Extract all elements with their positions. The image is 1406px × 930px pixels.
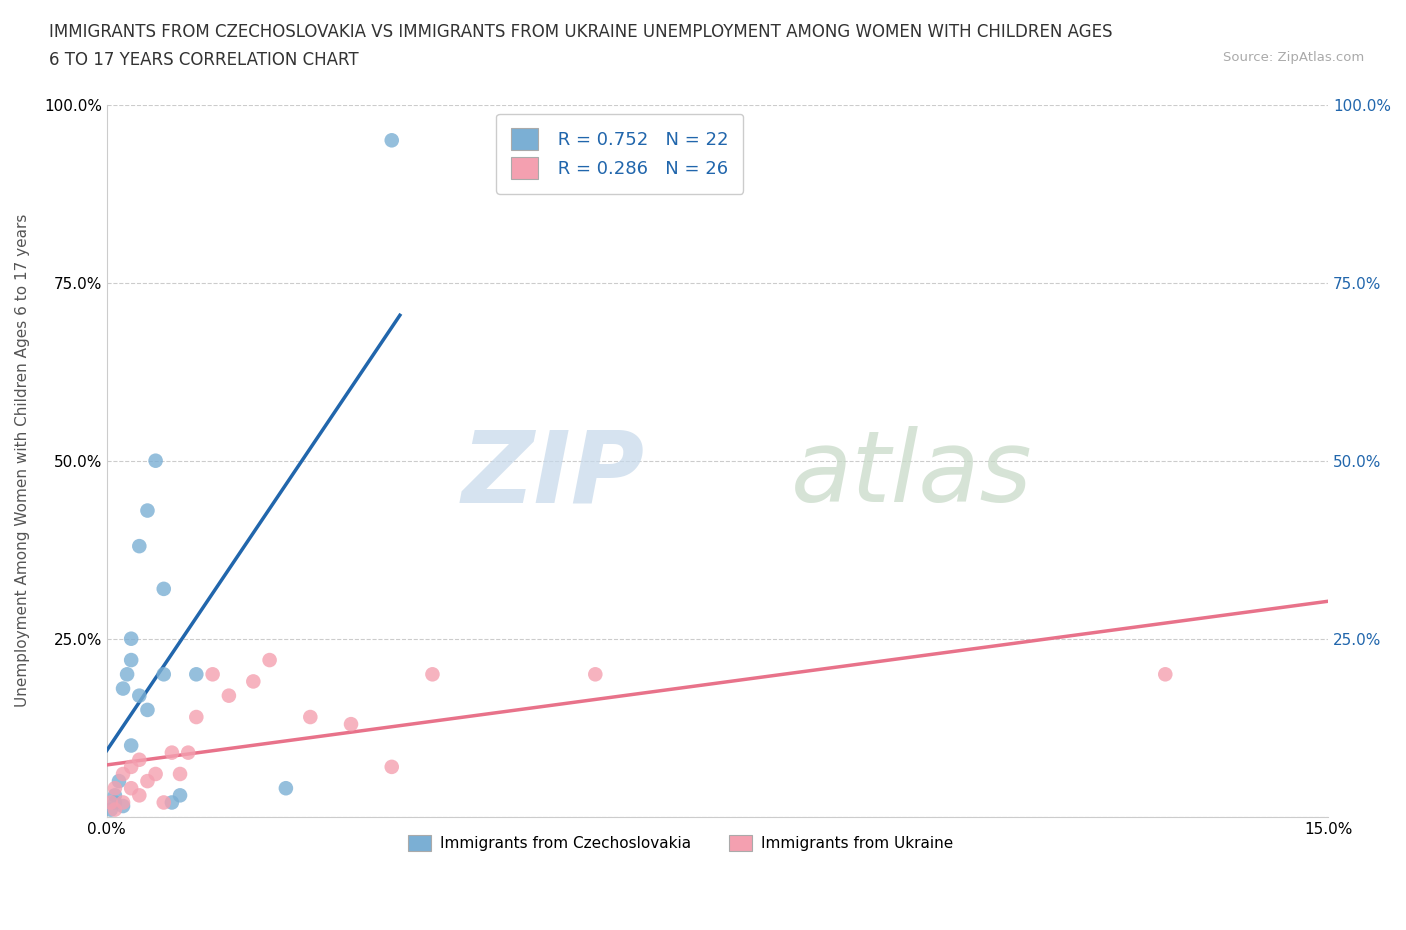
Point	[108, 774, 131, 789]
Point	[112, 766, 135, 781]
Point	[186, 667, 208, 682]
Point	[422, 667, 444, 682]
Point	[104, 781, 127, 796]
Point	[583, 667, 606, 682]
Point	[299, 710, 322, 724]
Point	[152, 667, 174, 682]
Text: 6 TO 17 YEARS CORRELATION CHART: 6 TO 17 YEARS CORRELATION CHART	[49, 51, 359, 69]
Point	[160, 795, 183, 810]
Point	[136, 702, 159, 717]
Point	[340, 717, 363, 732]
Point	[100, 803, 122, 817]
Point	[186, 710, 208, 724]
Point	[120, 653, 142, 668]
Point	[177, 745, 200, 760]
Point	[145, 453, 167, 468]
Point	[100, 795, 122, 810]
Point	[169, 788, 191, 803]
Text: IMMIGRANTS FROM CZECHOSLOVAKIA VS IMMIGRANTS FROM UKRAINE UNEMPLOYMENT AMONG WOM: IMMIGRANTS FROM CZECHOSLOVAKIA VS IMMIGR…	[49, 23, 1112, 41]
Point	[112, 799, 135, 814]
Point	[104, 788, 127, 803]
Point	[160, 745, 183, 760]
Text: Source: ZipAtlas.com: Source: ZipAtlas.com	[1223, 51, 1364, 64]
Text: ZIP: ZIP	[461, 427, 644, 524]
Point	[120, 760, 142, 775]
Point	[104, 795, 127, 810]
Point	[169, 766, 191, 781]
Legend: Immigrants from Czechoslovakia, Immigrants from Ukraine: Immigrants from Czechoslovakia, Immigran…	[401, 828, 962, 859]
Point	[112, 795, 135, 810]
Point	[381, 760, 404, 775]
Point	[1154, 667, 1177, 682]
Point	[128, 688, 150, 703]
Point	[274, 781, 297, 796]
Point	[128, 788, 150, 803]
Point	[104, 803, 127, 817]
Point	[381, 133, 404, 148]
Text: atlas: atlas	[790, 427, 1032, 524]
Point	[218, 688, 240, 703]
Point	[128, 752, 150, 767]
Point	[136, 503, 159, 518]
Point	[145, 766, 167, 781]
Point	[120, 631, 142, 646]
Point	[112, 681, 135, 696]
Point	[201, 667, 224, 682]
Point	[120, 738, 142, 753]
Y-axis label: Unemployment Among Women with Children Ages 6 to 17 years: Unemployment Among Women with Children A…	[15, 214, 30, 708]
Point	[136, 774, 159, 789]
Point	[128, 538, 150, 553]
Point	[115, 667, 138, 682]
Point	[152, 581, 174, 596]
Point	[120, 781, 142, 796]
Point	[242, 674, 264, 689]
Point	[259, 653, 281, 668]
Point	[152, 795, 174, 810]
